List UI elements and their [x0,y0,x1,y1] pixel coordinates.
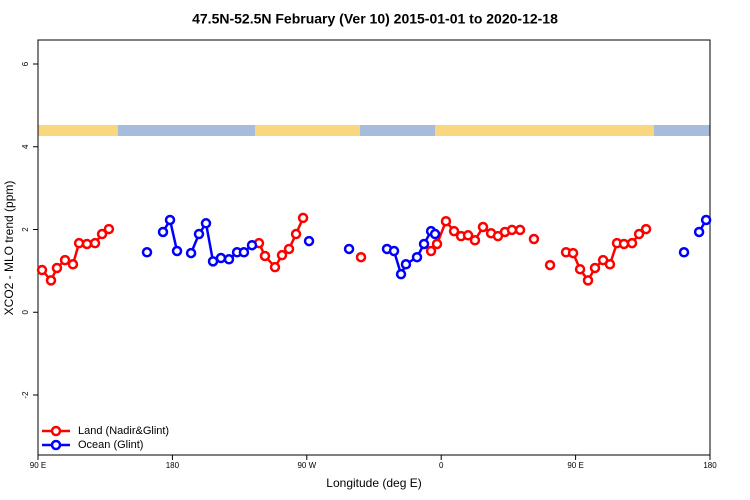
x-tick-label: 0 [439,461,444,470]
point [185,247,197,259]
point [448,225,460,237]
x-tick-label: 90 W [297,461,316,470]
point [238,247,250,258]
y-tick-label: -2 [21,391,30,399]
point [589,262,601,274]
point [259,250,271,262]
legend-label: Land (Nadir&Glint) [78,425,169,437]
point [633,228,645,240]
point [582,275,594,286]
land-strip [255,125,360,136]
point [81,238,93,250]
point [567,247,579,259]
point [425,245,437,257]
point [618,238,630,250]
y-tick-label: 2 [21,227,30,232]
point [276,249,288,261]
point [246,239,258,251]
ocean-strip [360,125,435,136]
ocean-strip [654,125,710,136]
point [388,245,400,257]
x-tick-label: 90 E [567,461,583,470]
plot-frame [37,39,711,456]
point [418,238,430,250]
point [89,237,101,249]
point [67,259,79,270]
land-strip [38,125,118,136]
y-tick-label: 0 [21,309,30,314]
surface-band [38,125,710,136]
point [164,214,176,226]
y-tick-label: 4 [21,144,30,149]
ocean-strip [118,125,255,136]
point [103,223,115,235]
point [544,259,556,271]
point [528,233,540,245]
point [297,212,309,224]
point [440,215,452,227]
point [514,224,526,236]
legend-marker [50,439,62,451]
point [193,228,205,240]
x-tick-label: 180 [166,461,180,470]
point [215,252,227,264]
point [411,251,423,263]
x-axis-label: Longitude (deg E) [326,476,421,490]
point [395,268,407,280]
point [477,221,489,233]
legend-label: Ocean (Glint) [78,439,143,451]
point [171,245,183,257]
point [59,254,71,266]
chart-title: 47.5N-52.5N February (Ver 10) 2015-01-01… [192,11,558,27]
point [269,261,281,273]
point [700,214,712,226]
point [36,264,48,276]
point [200,218,212,229]
point [290,228,302,240]
point [141,247,153,258]
point [429,228,441,240]
point [693,226,705,238]
point [640,223,652,235]
land-strip [435,125,654,136]
point [678,247,690,258]
point [45,275,57,286]
point [400,259,412,270]
point [604,259,616,270]
point [303,235,315,247]
y-tick-label: 6 [21,61,30,66]
point [157,226,169,238]
point [431,238,443,250]
x-tick-label: 180 [703,461,717,470]
point [469,235,481,246]
x-tick-label: 90 E [30,461,46,470]
point [343,243,355,255]
point [626,237,638,249]
point [574,263,586,275]
point [506,224,518,236]
point [283,243,295,255]
legend-marker [50,425,62,437]
y-axis-label: XCO2 - MLO trend (ppm) [2,181,16,316]
point [462,230,474,241]
point [223,254,235,265]
point [51,262,63,274]
point [355,251,367,263]
point [96,228,108,240]
